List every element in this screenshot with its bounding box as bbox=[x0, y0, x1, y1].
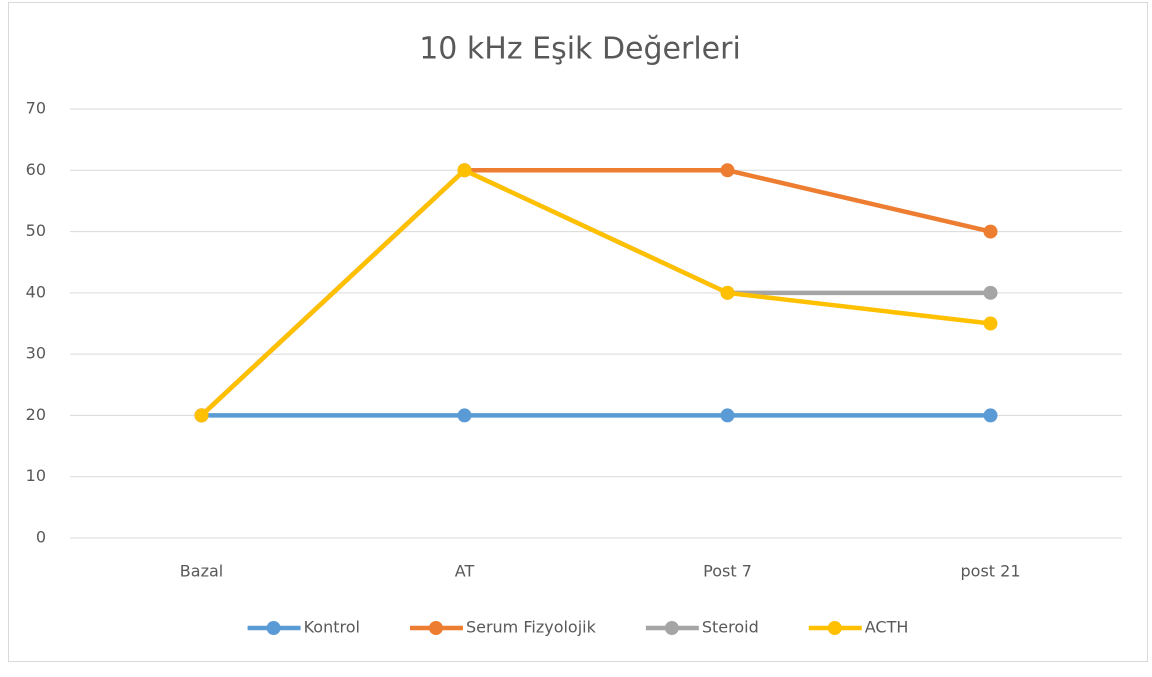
chart-border bbox=[8, 2, 1148, 662]
y-tick-label: 60 bbox=[26, 160, 46, 179]
data-point bbox=[983, 285, 998, 300]
y-tick-label: 50 bbox=[26, 221, 46, 240]
legend-marker bbox=[664, 621, 679, 635]
y-tick-label: 0 bbox=[36, 528, 46, 547]
data-point bbox=[457, 163, 472, 178]
y-tick-label: 10 bbox=[26, 466, 46, 485]
legend-label: ACTH bbox=[865, 618, 909, 637]
legend-marker bbox=[827, 621, 842, 635]
series-line bbox=[199, 168, 991, 418]
legend-label: Kontrol bbox=[304, 618, 360, 637]
legend-marker bbox=[428, 621, 443, 635]
data-point bbox=[720, 285, 735, 300]
x-tick-label: post 21 bbox=[961, 562, 1021, 581]
data-point bbox=[457, 408, 472, 423]
x-tick-label: Post 7 bbox=[703, 562, 752, 581]
data-point bbox=[983, 408, 998, 423]
data-point bbox=[983, 316, 998, 331]
x-tick-label: Bazal bbox=[180, 562, 223, 581]
x-tick-label: AT bbox=[455, 562, 475, 581]
legend: Kontrol Serum Fizyolojik Steroid ACTH bbox=[247, 618, 909, 637]
legend-marker bbox=[266, 621, 281, 635]
data-point bbox=[720, 408, 735, 423]
y-tick-label: 30 bbox=[26, 344, 46, 363]
y-tick-label: 70 bbox=[26, 99, 46, 118]
data-point bbox=[720, 163, 735, 178]
chart-title: 10 kHz Eşik Değerleri bbox=[419, 32, 741, 67]
legend-label: Steroid bbox=[702, 618, 759, 637]
data-point bbox=[983, 224, 998, 239]
y-tick-label: 20 bbox=[26, 405, 46, 424]
legend-label: Serum Fizyolojik bbox=[466, 618, 597, 637]
data-point bbox=[194, 408, 209, 423]
y-tick-label: 40 bbox=[26, 282, 46, 301]
